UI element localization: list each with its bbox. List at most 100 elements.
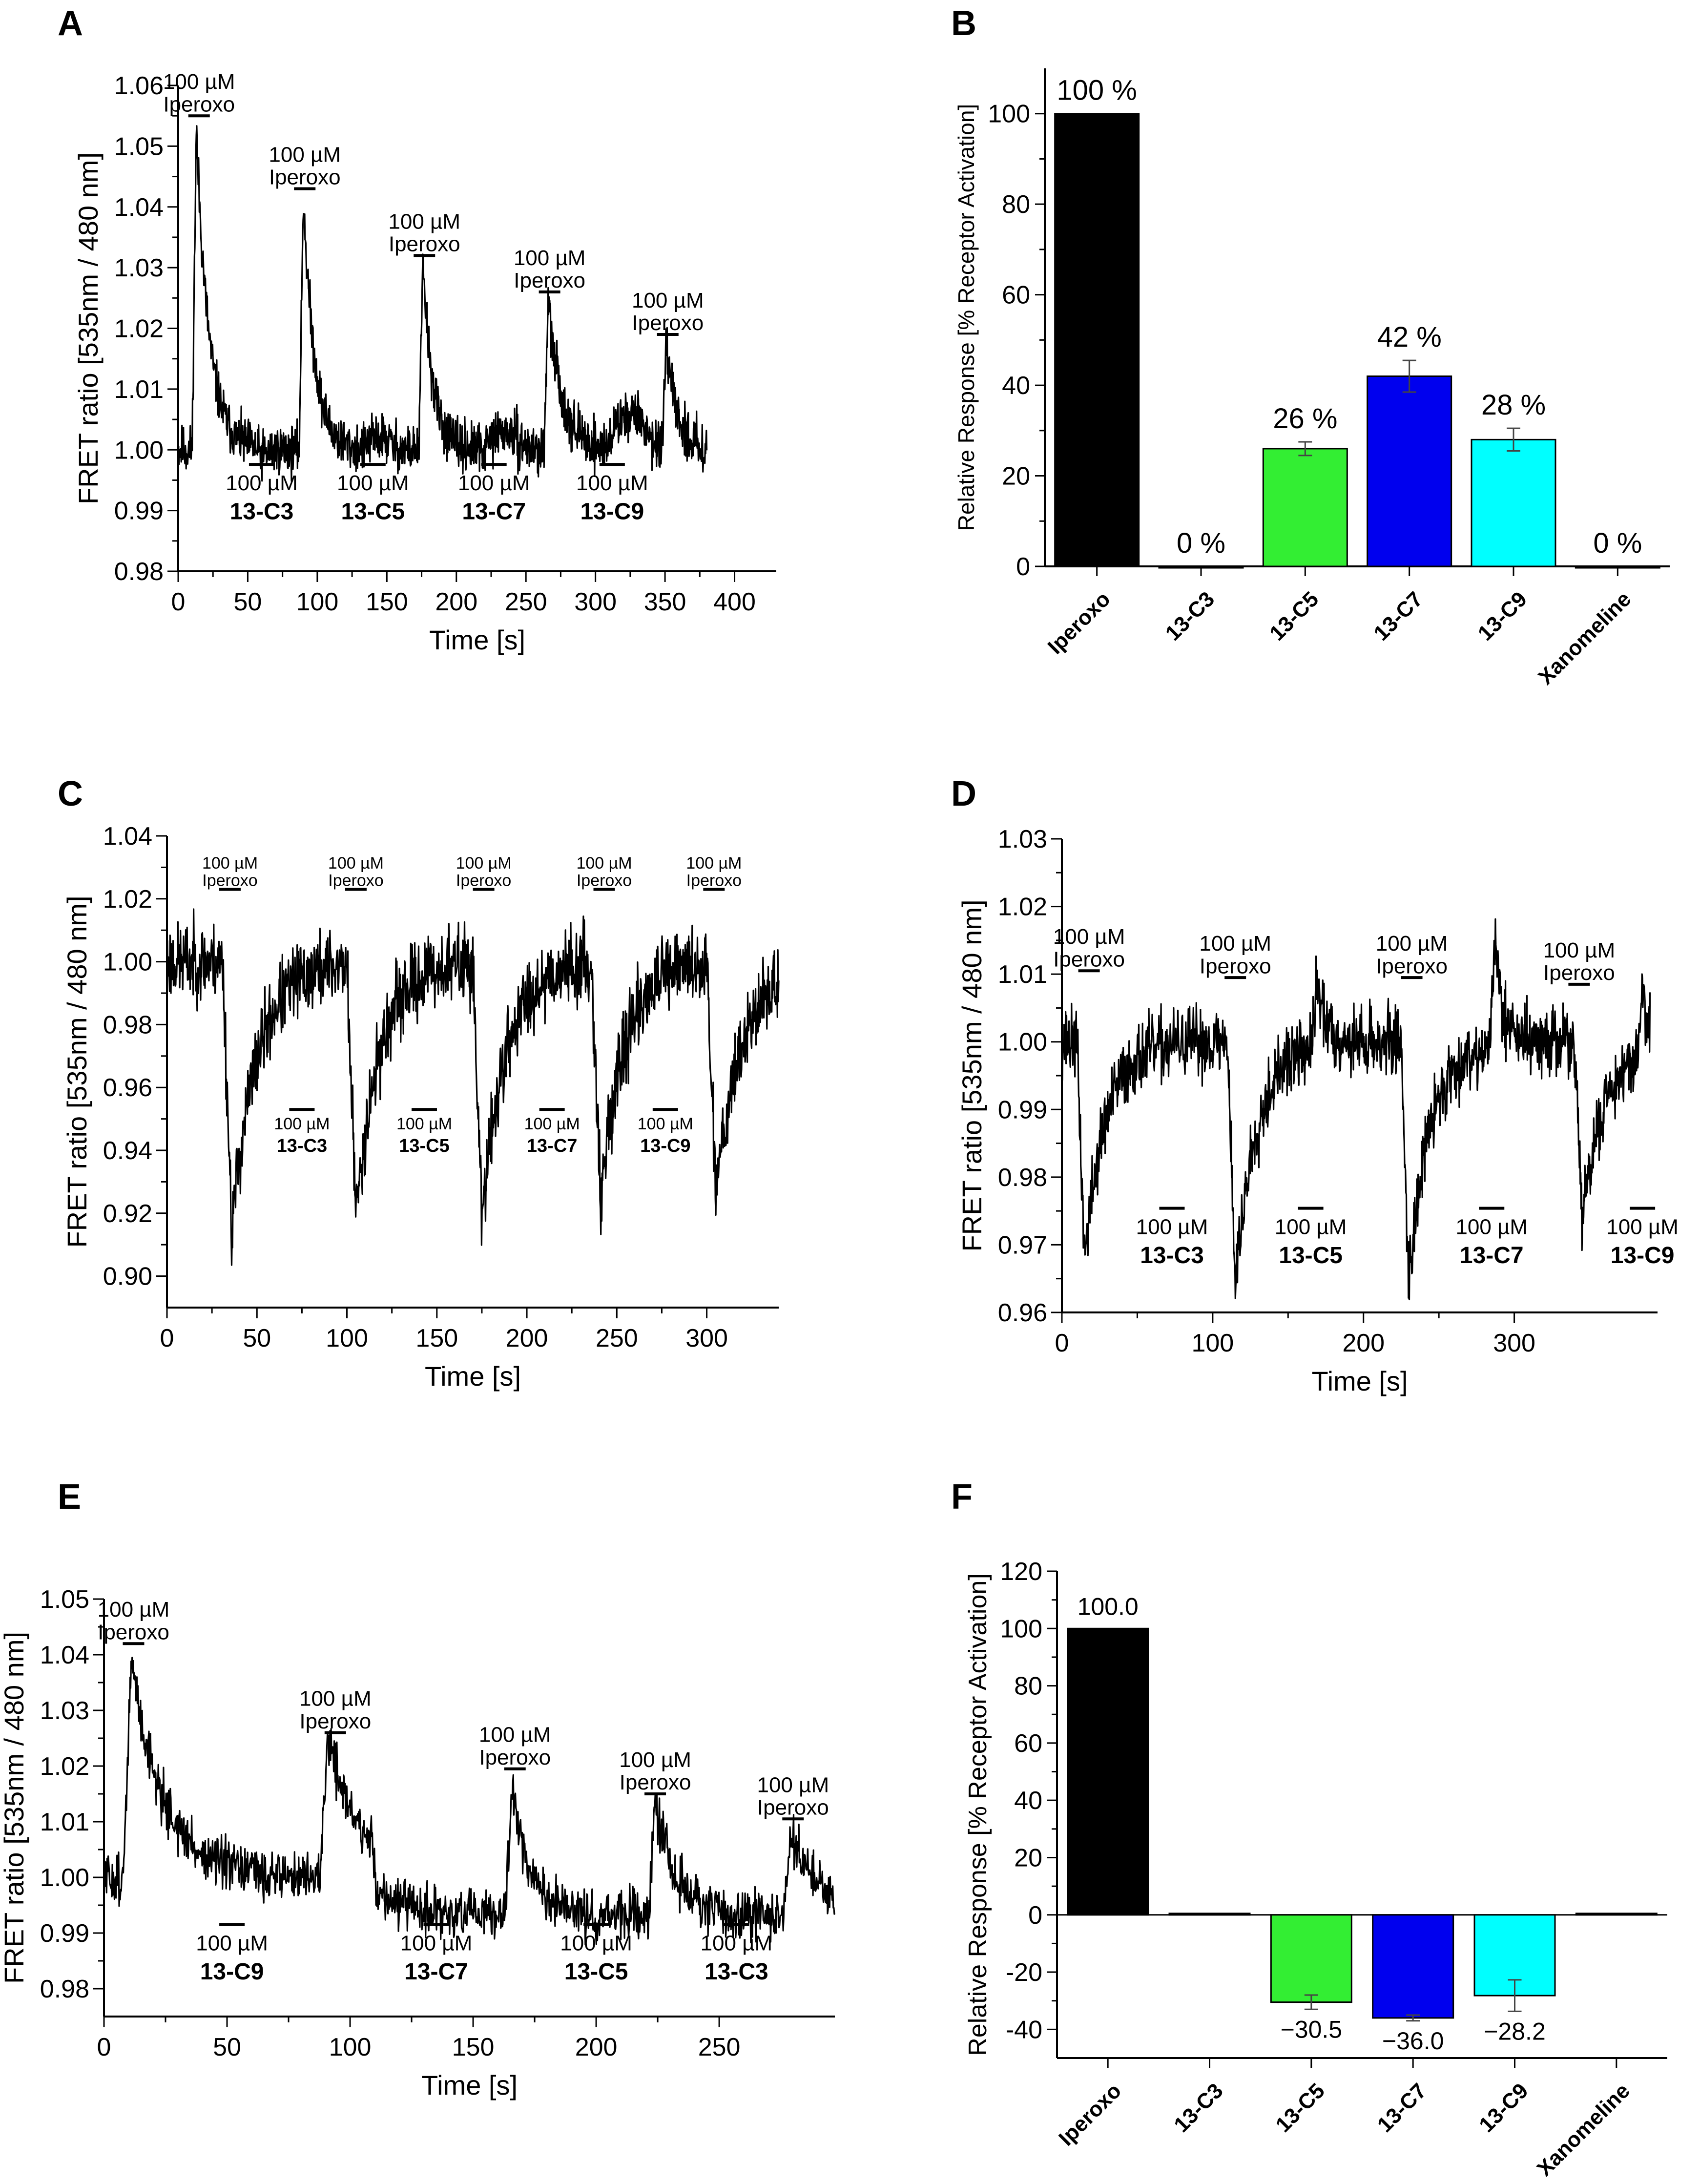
y-tick-label: 120 xyxy=(1000,1558,1042,1586)
panel-e-line-chart: 0.98 0.99 1.00 1.01 1.02 1.03 1.04 1.05 0 50 100 15… xyxy=(0,1585,836,2101)
x-tick-label: 0 xyxy=(160,1324,174,1352)
x-tick-label: 400 xyxy=(713,588,756,616)
x-tick-label: 250 xyxy=(596,1324,638,1352)
x-tick-label: 50 xyxy=(213,2033,241,2061)
y-tick-label: 1.00 xyxy=(103,948,152,977)
fret-trace xyxy=(177,125,708,482)
x-axis-label: Time [s] xyxy=(429,624,525,655)
iperoxo-dose-label: 100 µM xyxy=(98,1598,170,1622)
y-tick-label: 0.92 xyxy=(103,1200,152,1228)
iperoxo-dose-label: 100 µM xyxy=(686,854,742,873)
compound-dose-label: 100 µM xyxy=(560,1932,632,1955)
iperoxo-dose-label: 100 µM xyxy=(757,1773,829,1797)
panel-label-a: A xyxy=(58,4,83,43)
x-tick-label: 200 xyxy=(1342,1329,1385,1357)
iperoxo-dose-label: 100 µM xyxy=(269,143,341,166)
compound-label: 13-C9 xyxy=(1611,1243,1675,1269)
panel-d-line-chart: 0.96 0.97 0.98 0.99 1.00 1.01 1.02 1.03 0 100 200 3… xyxy=(956,825,1679,1396)
bar-13-c7 xyxy=(1372,1914,1454,2019)
compound-dose-label: 100 µM xyxy=(274,1115,330,1133)
category-label: 13-C3 xyxy=(1169,2079,1227,2137)
iperoxo-dose-label: 100 µM xyxy=(388,209,460,233)
compound-dose-label: 100 µM xyxy=(196,1932,268,1955)
bar-13-c5 xyxy=(1262,448,1348,567)
iperoxo-label: Iperoxo xyxy=(1543,961,1615,985)
bar-iperoxo xyxy=(1054,113,1140,567)
compound-label: 13-C9 xyxy=(580,499,644,524)
compound-dose-label: 100 µM xyxy=(1455,1215,1528,1239)
compound-label: 13-C5 xyxy=(564,1959,628,1985)
y-axis-label: Relative Response [% Receptor Activation… xyxy=(954,104,979,531)
iperoxo-label: Iperoxo xyxy=(577,872,632,890)
bar-value-label: −30.5 xyxy=(1281,2016,1343,2043)
x-tick-label: 0 xyxy=(171,588,186,616)
iperoxo-dose-label: 100 µM xyxy=(1199,932,1271,956)
compound-label: 13-C5 xyxy=(341,499,405,524)
y-tick-label: 1.00 xyxy=(998,1028,1047,1057)
category-label: Iperoxo xyxy=(1043,587,1115,659)
y-tick-label: -20 xyxy=(1006,1958,1042,1987)
category-label: Iperoxo xyxy=(1054,2079,1126,2150)
compound-label: 13-C9 xyxy=(640,1136,691,1156)
iperoxo-label: Iperoxo xyxy=(163,92,235,116)
iperoxo-label: Iperoxo xyxy=(1200,954,1271,978)
y-tick-label: 0.98 xyxy=(103,1011,152,1039)
x-tick-label: 150 xyxy=(415,1324,458,1352)
iperoxo-label: Iperoxo xyxy=(632,311,704,335)
bar-13-c3 xyxy=(1168,1913,1251,1916)
y-tick-label: 1.01 xyxy=(114,375,164,404)
y-axis-label: FRET ratio [535nm / 480 nm] xyxy=(73,152,104,504)
y-tick-label: 0.99 xyxy=(998,1096,1047,1124)
x-tick-label: 300 xyxy=(574,588,617,616)
panel-label-b: B xyxy=(951,4,976,43)
bar-xanomeline xyxy=(1575,1913,1658,1916)
compound-dose-label: 100 µM xyxy=(458,471,530,495)
iperoxo-label: Iperoxo xyxy=(202,872,257,890)
compound-label: 13-C3 xyxy=(1140,1243,1204,1269)
category-label: Xanomeline xyxy=(1534,587,1636,689)
y-tick-label: 20 xyxy=(1014,1844,1042,1872)
y-axis-label: FRET ratio [535nm / 480 nm] xyxy=(956,899,987,1251)
iperoxo-dose-label: 100 µM xyxy=(1376,932,1448,956)
iperoxo-dose-label: 100 µM xyxy=(632,289,704,312)
compound-dose-label: 100 µM xyxy=(1606,1215,1679,1239)
y-tick-label: 1.03 xyxy=(40,1697,89,1725)
x-tick-label: 250 xyxy=(698,2033,741,2061)
y-tick-label: 0.99 xyxy=(40,1919,89,1948)
compound-label: 13-C5 xyxy=(1279,1243,1343,1269)
y-tick-label: 1.03 xyxy=(114,254,164,282)
iperoxo-label: Iperoxo xyxy=(1053,947,1125,971)
fret-trace xyxy=(1061,918,1651,1301)
y-tick-label: 0 xyxy=(1016,553,1030,581)
iperoxo-label: Iperoxo xyxy=(269,166,341,189)
y-tick-label: 0.98 xyxy=(998,1164,1047,1192)
y-tick-label: 0.98 xyxy=(114,558,164,586)
iperoxo-dose-label: 100 µM xyxy=(163,70,235,94)
y-tick-label: 0.99 xyxy=(114,497,164,525)
iperoxo-label: Iperoxo xyxy=(328,872,383,890)
x-tick-label: 50 xyxy=(234,588,262,616)
y-tick-label: 1.05 xyxy=(114,132,164,161)
compound-label: 13-C7 xyxy=(404,1959,468,1985)
panel-c-line-chart: 0.90 0.92 0.94 0.96 0.98 1.00 1.02 1.04 0 50 100 15… xyxy=(62,822,780,1392)
compound-dose-label: 100 µM xyxy=(226,471,298,495)
bar-value-label: 100.0 xyxy=(1078,1593,1139,1620)
bar-13-c3 xyxy=(1158,565,1244,569)
y-tick-label: 1.00 xyxy=(114,436,164,464)
fret-trace xyxy=(166,908,780,1266)
bar-value-label: 42 % xyxy=(1377,321,1442,353)
iperoxo-dose-label: 100 µM xyxy=(202,854,258,873)
bar-value-label: 0 % xyxy=(1177,527,1225,559)
compound-label: 13-C9 xyxy=(200,1959,264,1985)
y-tick-label: 0.96 xyxy=(103,1074,152,1102)
x-axis-label: Time [s] xyxy=(1311,1366,1408,1396)
category-label: Xanomeline xyxy=(1533,2079,1635,2181)
iperoxo-dose-label: 100 µM xyxy=(328,854,384,873)
category-label: 13-C7 xyxy=(1373,2079,1431,2137)
y-tick-label: 1.05 xyxy=(40,1585,89,1614)
x-tick-label: 250 xyxy=(505,588,547,616)
y-tick-label: 1.04 xyxy=(40,1641,89,1669)
compound-dose-label: 100 µM xyxy=(400,1932,473,1955)
bar-value-label: 0 % xyxy=(1593,527,1642,559)
iperoxo-label: Iperoxo xyxy=(479,1746,551,1769)
